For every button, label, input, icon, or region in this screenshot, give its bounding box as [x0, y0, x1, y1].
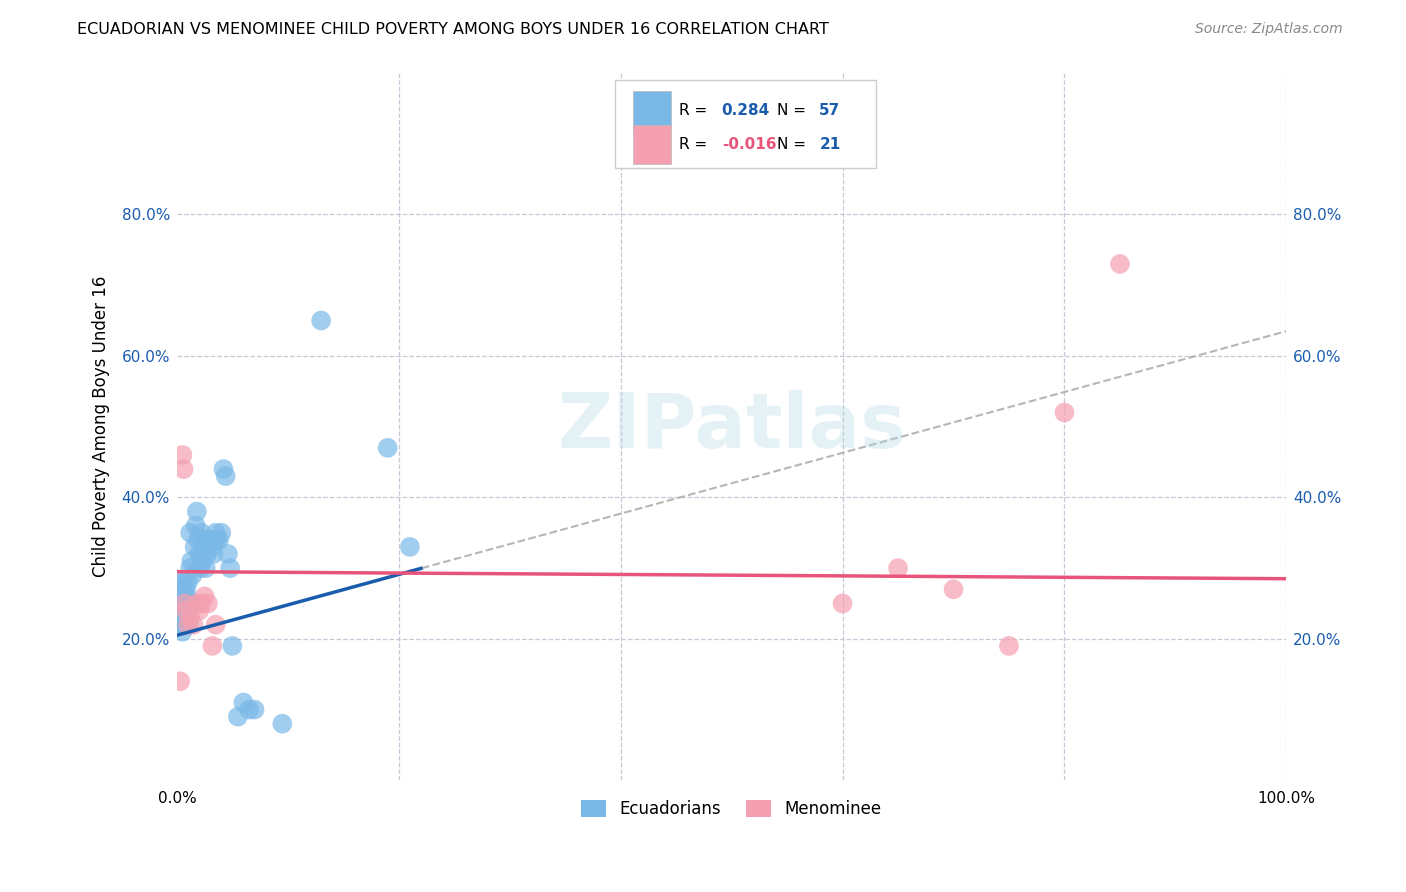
Point [183, 597, 205, 611]
Point [172, 624, 194, 639]
Point [179, 610, 201, 624]
FancyBboxPatch shape [633, 91, 671, 129]
Text: ECUADORIAN VS MENOMINEE CHILD POVERTY AMONG BOYS UNDER 16 CORRELATION CHART: ECUADORIAN VS MENOMINEE CHILD POVERTY AM… [77, 22, 830, 37]
Point [184, 518, 207, 533]
Point [186, 504, 208, 518]
Point [197, 597, 219, 611]
Point [177, 617, 200, 632]
Point [173, 603, 195, 617]
Point [208, 533, 231, 547]
Point [399, 540, 422, 554]
Legend: Ecuadorians, Menominee: Ecuadorians, Menominee [575, 794, 889, 825]
Point [191, 554, 214, 568]
Point [172, 590, 194, 604]
Point [179, 561, 201, 575]
Point [188, 603, 211, 617]
Point [177, 575, 200, 590]
Point [183, 617, 205, 632]
Point [174, 603, 197, 617]
Point [195, 547, 218, 561]
Point [188, 547, 211, 561]
FancyBboxPatch shape [614, 80, 876, 169]
Point [1053, 405, 1076, 419]
Point [942, 582, 965, 597]
Point [190, 525, 212, 540]
Point [169, 597, 191, 611]
Point [176, 590, 198, 604]
Text: R =: R = [679, 103, 713, 118]
Point [831, 597, 853, 611]
Point [309, 313, 332, 327]
Point [887, 561, 910, 575]
Point [377, 441, 399, 455]
Point [221, 639, 243, 653]
Point [998, 639, 1021, 653]
Point [201, 540, 224, 554]
Point [188, 561, 211, 575]
Point [212, 462, 235, 476]
Y-axis label: Child Poverty Among Boys Under 16: Child Poverty Among Boys Under 16 [93, 276, 110, 577]
Text: 0.284: 0.284 [721, 103, 770, 118]
Point [205, 533, 228, 547]
Point [176, 610, 198, 624]
Point [172, 610, 194, 624]
Point [215, 469, 238, 483]
Point [197, 533, 219, 547]
Text: ZIPatlas: ZIPatlas [557, 390, 905, 464]
Text: R =: R = [679, 137, 713, 153]
Point [194, 590, 217, 604]
Point [174, 603, 197, 617]
Text: N =: N = [778, 137, 811, 153]
Point [181, 568, 204, 582]
Point [198, 533, 221, 547]
Point [243, 702, 266, 716]
Point [180, 554, 202, 568]
Point [204, 525, 226, 540]
Text: -0.016: -0.016 [721, 137, 776, 153]
Point [173, 597, 195, 611]
Point [173, 617, 195, 632]
Point [172, 448, 194, 462]
FancyBboxPatch shape [633, 126, 671, 164]
Point [173, 575, 195, 590]
Text: 57: 57 [820, 103, 841, 118]
Point [217, 547, 239, 561]
Point [194, 540, 217, 554]
Point [177, 617, 200, 632]
Point [238, 702, 260, 716]
Point [194, 561, 217, 575]
Point [232, 696, 254, 710]
Point [226, 709, 249, 723]
Point [209, 525, 232, 540]
Point [179, 525, 201, 540]
Point [169, 575, 191, 590]
Point [177, 597, 200, 611]
Point [174, 582, 197, 597]
Point [187, 533, 209, 547]
Point [183, 540, 205, 554]
Point [204, 617, 226, 632]
Point [167, 617, 190, 632]
Point [173, 597, 195, 611]
Point [170, 603, 193, 617]
Text: Source: ZipAtlas.com: Source: ZipAtlas.com [1195, 22, 1343, 37]
Point [1109, 257, 1132, 271]
Point [190, 597, 212, 611]
Point [202, 547, 225, 561]
Point [173, 462, 195, 476]
Text: N =: N = [778, 103, 811, 118]
Point [219, 561, 242, 575]
Point [186, 597, 208, 611]
Point [271, 716, 294, 731]
Text: 21: 21 [820, 137, 841, 153]
Point [170, 582, 193, 597]
Point [193, 533, 215, 547]
Point [201, 639, 224, 653]
Point [169, 674, 191, 689]
